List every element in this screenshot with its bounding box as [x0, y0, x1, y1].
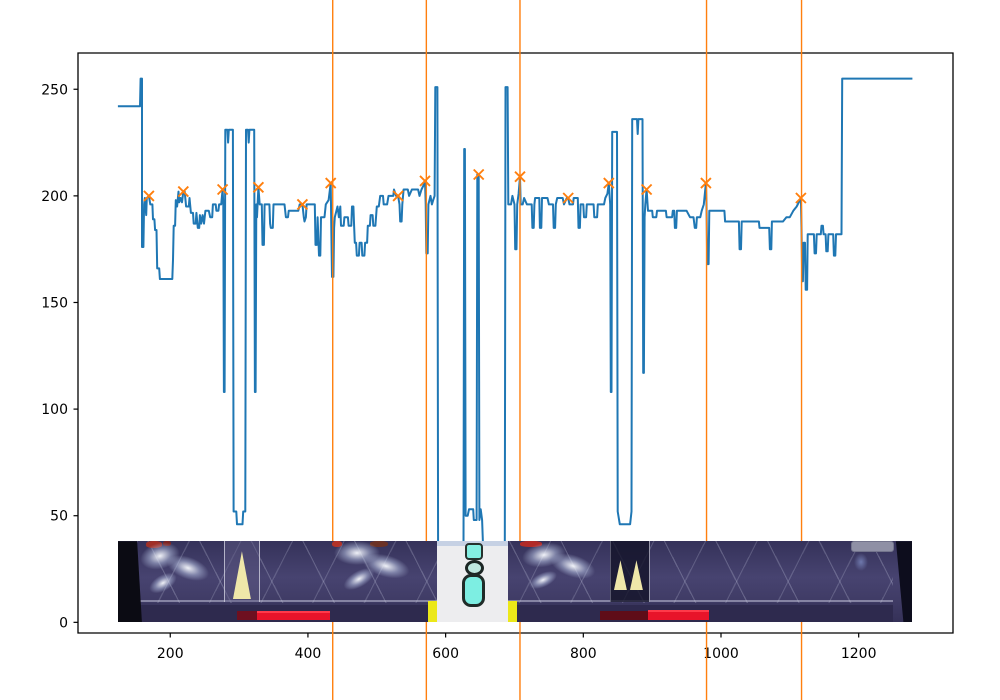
- y-tick-label: 200: [41, 189, 68, 205]
- x-tick-label: 1200: [841, 646, 877, 662]
- strip-up-arrow-icon: [613, 560, 627, 591]
- intensity-profile-line: [117, 77, 913, 560]
- x-tick-label: 200: [157, 646, 184, 662]
- x-tick-label: 1000: [703, 646, 739, 662]
- strip-red-bar-2: [647, 610, 709, 621]
- strip-pod-body: [461, 574, 485, 608]
- strip-red-bar-dark-1: [236, 611, 257, 621]
- strip-up-arrow-icon: [232, 551, 251, 600]
- y-tick-label: 150: [41, 295, 68, 311]
- y-tick-label: 0: [59, 615, 68, 631]
- y-tick-label: 250: [41, 82, 68, 98]
- strip-left-black-edge: [117, 541, 142, 623]
- strip-yellow-marker-1: [427, 601, 437, 623]
- strip-red-debris-right: [519, 541, 542, 548]
- strip-blue-glow: [853, 553, 868, 572]
- x-tick-label: 600: [432, 646, 459, 662]
- y-tick-label: 50: [50, 509, 68, 525]
- strip-pod-head: [464, 543, 483, 561]
- strip-arrow-panel-2: [609, 541, 650, 603]
- strip-yellow-marker-2: [507, 601, 517, 623]
- axes-spines: [77, 52, 954, 634]
- strip-gray-sign: [850, 541, 894, 553]
- strip-red-debris-mid: [331, 541, 342, 548]
- strip-pod-panel: [436, 541, 508, 623]
- x-tick-label: 400: [295, 646, 322, 662]
- x-tick-label: 800: [570, 646, 597, 662]
- strip-brown-debris-mid: [369, 541, 388, 548]
- strip-up-arrow-icon: [629, 560, 643, 591]
- strip-arrow-panel-1: [223, 541, 260, 603]
- embedded-game-strip: [117, 541, 913, 623]
- y-tick-label: 100: [41, 402, 68, 418]
- strip-red-bar-dark-2: [599, 611, 648, 621]
- strip-red-bar-1: [256, 611, 330, 621]
